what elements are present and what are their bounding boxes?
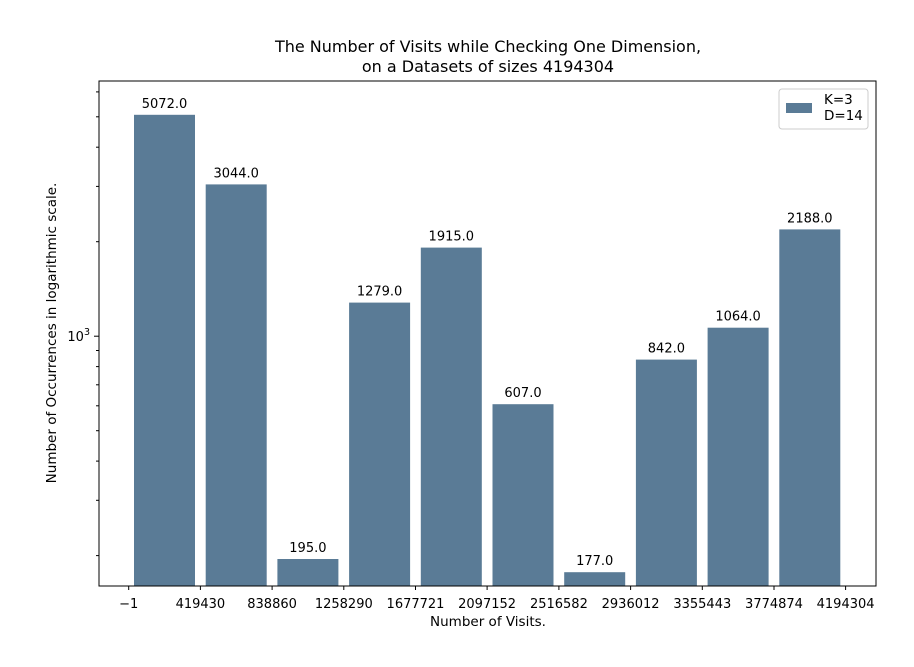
chart-subtitle: on a Datasets of sizes 4194304 [362, 57, 614, 76]
value-label-group: 5072.0 3044.0 195.0 1279.0 1915.0 607.0 177.0 8… [142, 97, 833, 569]
x-tick-label: 2936012 [602, 597, 660, 612]
legend-label-line1: K=3 [824, 92, 853, 108]
y-tick-label-base: 10 [67, 330, 84, 345]
bar [779, 229, 841, 586]
legend-box [778, 88, 869, 130]
bar [349, 302, 411, 586]
bar [564, 572, 626, 586]
x-axis-label: Number of Visits. [430, 614, 546, 630]
bar-value-label: 5072.0 [142, 97, 188, 112]
y-tick-label-exponent: 3 [84, 327, 90, 338]
bar [420, 247, 482, 586]
x-tick-label: 2097152 [458, 597, 516, 612]
bar-group [134, 114, 841, 587]
bar [707, 327, 769, 586]
bar-value-label: 3044.0 [213, 166, 259, 181]
bar-value-label: 1064.0 [715, 310, 761, 325]
chart-title: The Number of Visits while Checking One … [274, 37, 701, 56]
y-tick-label: 103 [67, 327, 90, 345]
x-tick-label: 3355443 [673, 597, 731, 612]
x-tick-label: 1258290 [315, 597, 373, 612]
bar-value-label: 1279.0 [357, 285, 403, 300]
bar-value-label: 195.0 [289, 541, 326, 556]
x-tick-label: 2516582 [530, 597, 588, 612]
bar-value-label: 1915.0 [429, 230, 475, 245]
bar [277, 559, 339, 586]
x-tick-label: 419430 [176, 597, 226, 612]
plot-frame [98, 80, 877, 587]
legend-swatch [786, 103, 812, 113]
y-axis-label: Number of Occurrences in logarithmic sca… [44, 183, 60, 484]
bar-value-label: 2188.0 [787, 211, 833, 226]
bar-value-label: 177.0 [576, 554, 613, 569]
bar [635, 359, 697, 586]
x-tick-label: −1 [119, 597, 138, 612]
x-tick-label: 838860 [247, 597, 297, 612]
bar [492, 404, 554, 586]
y-major-tick-group: 103 [67, 327, 99, 345]
bar-value-label: 842.0 [648, 342, 685, 357]
legend: K=3 D=14 [778, 88, 869, 130]
bar [134, 114, 195, 587]
legend-label-line2: D=14 [824, 108, 863, 124]
bar-value-label: 607.0 [504, 386, 541, 401]
x-tick-label: 4194304 [817, 597, 875, 612]
x-tick-label: 1677721 [387, 597, 445, 612]
x-tick-label: 3774874 [745, 597, 803, 612]
x-tick-group: −1 419430 838860 1258290 1677721 2097152 25165… [119, 586, 875, 612]
bar [205, 184, 267, 586]
